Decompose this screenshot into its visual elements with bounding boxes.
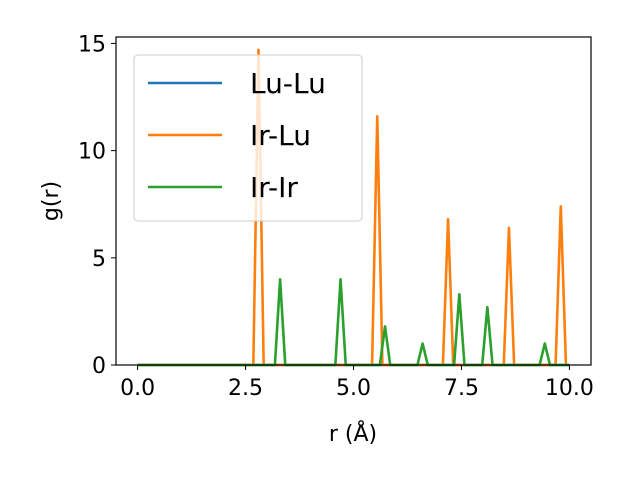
x-tick-label: 7.5 [444, 376, 479, 401]
y-tick-label: 15 [78, 32, 106, 57]
x-axis: 0.0 2.5 5.0 7.5 10.0 [120, 365, 594, 401]
y-tick-label: 5 [92, 247, 106, 272]
y-axis: 0 5 10 15 [78, 32, 116, 379]
y-tick-label: 0 [92, 354, 106, 379]
x-tick-label: 2.5 [228, 376, 263, 401]
legend-label-ir-ir: Ir-Ir [250, 171, 298, 204]
x-axis-label: r (Å) [329, 420, 377, 447]
x-tick-label: 0.0 [120, 376, 155, 401]
legend-box [133, 54, 363, 222]
y-tick-label: 10 [78, 140, 106, 165]
legend-label-lu-lu: Lu-Lu [250, 67, 326, 100]
legend: Lu-Lu Ir-Lu Ir-Ir [133, 54, 363, 222]
y-axis-label: g(r) [39, 181, 64, 221]
x-tick-label: 5.0 [336, 376, 371, 401]
x-tick-label: 10.0 [545, 376, 594, 401]
legend-label-ir-lu: Ir-Lu [250, 119, 311, 152]
